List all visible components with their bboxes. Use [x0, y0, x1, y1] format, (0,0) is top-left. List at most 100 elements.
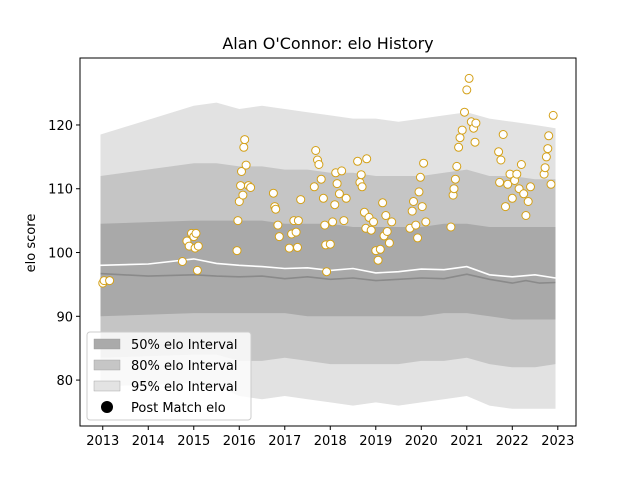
plot-frame: [79, 57, 577, 427]
post-match-elo-point: [413, 233, 423, 243]
y-tick-label: 90: [56, 310, 73, 325]
post-match-elo-point: [381, 211, 391, 220]
post-match-elo-point: [382, 227, 392, 236]
chart-title: Alan O'Connor: elo History: [222, 34, 433, 53]
post-match-elo-point: [540, 163, 550, 173]
post-match-elo-point: [414, 187, 424, 197]
x-tick-label: 2020: [405, 434, 438, 449]
post-match-elo-point: [353, 156, 363, 166]
post-match-elo-point: [541, 152, 551, 162]
y-tick-label: 100: [48, 247, 73, 262]
post-match-elo-point: [460, 107, 469, 117]
legend-swatch: [93, 359, 121, 371]
legend-box: [86, 331, 252, 421]
mean-elo-line: [100, 258, 556, 279]
post-match-elo-point: [494, 147, 504, 157]
legend-swatch: [93, 338, 121, 350]
post-match-elo-point: [357, 182, 367, 192]
y-tick-label: 80: [56, 374, 73, 389]
post-match-elo-point: [311, 146, 321, 155]
median-elo-line: [100, 272, 556, 284]
post-match-elo-point: [362, 154, 372, 164]
post-match-elo-point: [503, 179, 513, 189]
post-match-elo-point: [384, 238, 394, 248]
post-match-elo-point: [369, 217, 378, 227]
post-match-elo-point: [407, 206, 417, 216]
post-match-elo-point: [337, 166, 347, 176]
post-match-elo-point: [387, 217, 397, 227]
post-match-elo-point: [322, 267, 332, 277]
post-match-elo-point: [496, 155, 506, 165]
legend-marker: [101, 401, 113, 413]
post-match-elo-point: [191, 228, 201, 238]
post-match-elo-point: [455, 133, 465, 143]
post-match-elo-point: [238, 190, 248, 200]
post-match-elo-point: [378, 198, 388, 208]
post-match-elo-point: [417, 202, 427, 212]
post-match-elo-point: [339, 216, 349, 226]
post-match-elo-point: [233, 216, 243, 226]
post-match-elo-point: [446, 222, 456, 232]
post-match-elo-point: [291, 227, 301, 237]
post-match-elo-point: [421, 217, 431, 227]
post-match-elo-point: [237, 167, 246, 176]
post-match-elo-point: [341, 193, 351, 203]
x-tick-label: 2023: [541, 434, 574, 449]
post-match-elo-point: [271, 204, 281, 214]
post-match-elo-point: [314, 160, 324, 169]
post-match-elo-point: [236, 181, 246, 191]
post-match-elo-point: [246, 183, 256, 192]
post-match-elo-point: [284, 243, 294, 253]
x-tick-label: 2019: [359, 434, 392, 449]
legend: 50% elo Interval 80% elo Interval 95% elo …: [86, 331, 252, 421]
legend-swatch: [93, 380, 121, 392]
post-match-elo-point: [462, 85, 472, 95]
legend-label: 95% elo Interval: [131, 380, 238, 395]
post-match-elo-point: [193, 241, 203, 251]
post-match-elo-point: [544, 131, 554, 141]
post-match-elo-point: [328, 217, 338, 227]
post-match-elo-point: [521, 211, 531, 220]
y-axis-label: elo score: [24, 214, 39, 273]
post-match-elo-point: [373, 255, 383, 265]
post-match-elo-point: [325, 239, 335, 249]
post-match-elo-point: [523, 197, 533, 206]
x-tick-label: 2018: [314, 434, 347, 449]
post-match-elo-point: [177, 257, 187, 266]
post-match-elo-point: [415, 172, 425, 182]
post-match-elo-point: [316, 174, 326, 184]
post-match-elo-point: [464, 73, 474, 83]
legend-label: 80% elo Interval: [131, 359, 238, 374]
post-match-elo-point: [334, 189, 344, 199]
y-tick-label: 120: [48, 119, 73, 134]
post-match-elo-point: [495, 177, 505, 187]
post-match-elo-point: [296, 195, 306, 205]
post-match-elo-point: [454, 142, 464, 152]
y-tick-label: 110: [48, 183, 73, 198]
post-match-elo-point: [543, 144, 553, 154]
legend-label: 50% elo Interval: [131, 338, 238, 353]
post-match-elo-point: [411, 220, 421, 230]
x-tick-label: 2017: [268, 434, 301, 449]
post-match-elo-point: [232, 246, 242, 256]
post-match-elo-point: [526, 182, 535, 192]
x-tick-label: 2022: [496, 434, 529, 449]
legend-label: Post Match elo: [131, 401, 226, 416]
post-match-elo-point: [320, 220, 330, 230]
x-tick-label: 2015: [177, 434, 210, 449]
post-match-elo-point: [241, 160, 251, 170]
x-tick-label: 2021: [450, 434, 483, 449]
post-match-elo-point: [293, 216, 303, 226]
post-match-elo-point: [332, 179, 342, 189]
post-match-elo-point: [366, 225, 376, 235]
post-match-elo-point: [274, 232, 284, 242]
post-match-elo-point: [375, 244, 385, 254]
post-match-elo-point: [457, 125, 467, 135]
post-match-elo-point: [452, 161, 462, 171]
post-match-elo-point: [471, 118, 481, 128]
post-match-elo-point: [330, 200, 340, 210]
post-match-elo-point: [419, 158, 429, 168]
post-match-elo-point: [516, 160, 526, 169]
post-match-elo-point: [548, 110, 558, 120]
